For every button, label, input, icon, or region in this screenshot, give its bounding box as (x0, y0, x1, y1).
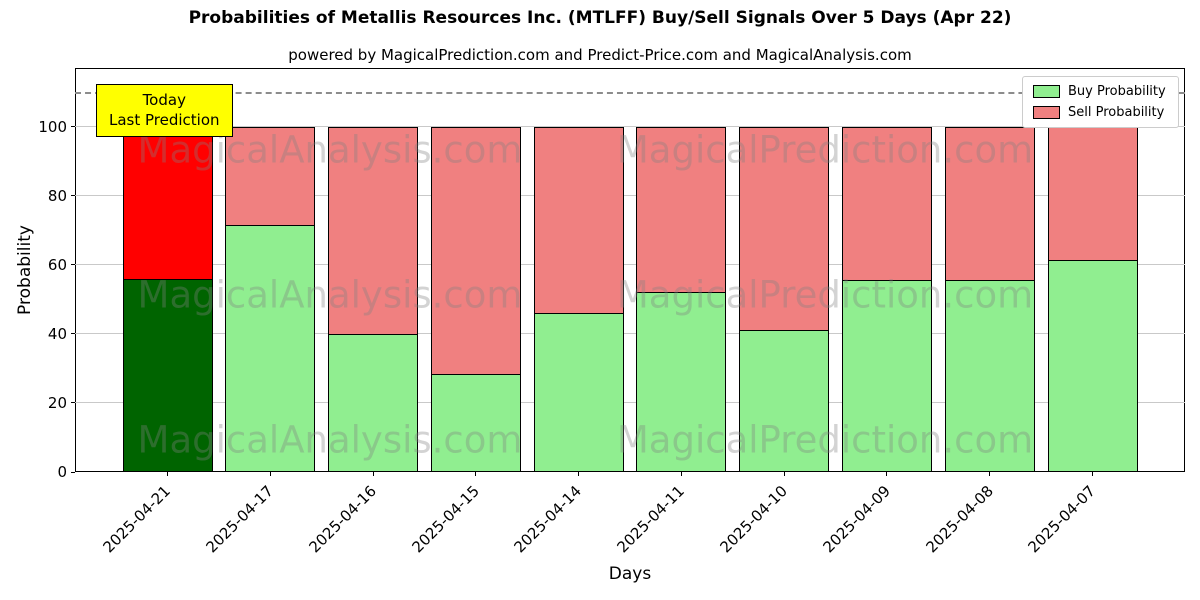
x-tick-label: 2025-04-14 (510, 482, 586, 557)
y-tick-mark (71, 195, 75, 197)
y-gridline (75, 264, 1185, 266)
watermark-text: MagicalPrediction.com (616, 128, 1034, 172)
y-tick-mark (71, 264, 75, 266)
x-tick-label: 2025-04-21 (99, 482, 175, 557)
bar-buy-segment (122, 278, 213, 472)
y-tick-label: 0 (57, 463, 67, 481)
bar-buy-segment (636, 292, 727, 472)
x-tick-mark (783, 472, 785, 476)
x-tick-mark (1092, 472, 1093, 476)
legend-swatch-buy (1033, 85, 1060, 98)
bar-sell-segment (430, 126, 521, 374)
legend-swatch-sell (1033, 106, 1060, 119)
chart-title: Probabilities of Metallis Resources Inc.… (188, 8, 1012, 28)
x-tick-label: 2025-04-17 (202, 482, 278, 557)
x-tick-mark (269, 472, 271, 476)
bar-buy-segment (739, 330, 830, 472)
bar-sell-segment (944, 126, 1035, 281)
y-tick-mark (71, 402, 75, 404)
y-gridline (75, 333, 1185, 335)
bar-buy-segment (944, 280, 1035, 472)
x-tick-label: 2025-04-07 (1024, 482, 1100, 557)
bar-sell-segment (225, 126, 316, 226)
watermark-text: MagicalPrediction.com (616, 273, 1034, 317)
y-tick-label: 100 (38, 117, 67, 136)
x-tick-label: 2025-04-08 (922, 482, 997, 557)
x-tick-mark (167, 472, 168, 476)
x-tick-mark (989, 472, 991, 476)
today-annotation: Today Last Prediction (96, 84, 233, 137)
x-tick-mark (886, 472, 888, 476)
bar-sell-segment (328, 126, 419, 334)
x-tick-label: 2025-04-10 (716, 482, 791, 557)
bar-sell-segment (1047, 126, 1138, 260)
y-tick-mark (71, 126, 75, 128)
bar-sell-segment (636, 126, 727, 293)
bar-sell-segment (841, 126, 932, 281)
x-tick-mark (680, 472, 682, 476)
bar-buy-segment (533, 313, 624, 472)
legend-label-sell: Sell Probability (1068, 105, 1165, 120)
y-gridline (75, 126, 1185, 128)
x-tick-mark (475, 472, 477, 476)
x-tick-mark (578, 472, 580, 476)
chart-subtitle: powered by MagicalPrediction.com and Pre… (288, 46, 912, 64)
legend-label-buy: Buy Probability (1068, 84, 1166, 99)
x-tick-mark (372, 472, 374, 476)
y-gridline (75, 195, 1185, 197)
bar-buy-segment (328, 333, 419, 472)
watermark-text: MagicalAnalysis.com (137, 418, 523, 462)
bar-sell-segment (533, 126, 624, 314)
y-tick-label: 40 (47, 324, 67, 343)
legend-item-sell: Sell Probability (1033, 105, 1168, 120)
legend: Buy Probability Sell Probability (1022, 76, 1179, 128)
watermark-text: MagicalPrediction.com (616, 418, 1034, 462)
annotation-line-2: Last Prediction (109, 111, 220, 130)
x-tick-label: 2025-04-09 (819, 482, 894, 557)
y-tick-label: 60 (47, 255, 67, 274)
y-tick-mark (71, 333, 75, 335)
bar-buy-segment (1047, 259, 1138, 472)
bar-buy-segment (225, 225, 316, 472)
bar-buy-segment (841, 280, 932, 472)
x-tick-label: 2025-04-15 (408, 482, 483, 557)
x-tick-label: 2025-04-16 (305, 482, 380, 557)
bar-buy-segment (430, 373, 521, 472)
y-gridline (75, 402, 1185, 404)
y-tick-label: 80 (47, 186, 67, 205)
bar-sell-segment (739, 126, 830, 331)
x-tick-label: 2025-04-11 (613, 482, 689, 557)
annotation-line-1: Today (142, 91, 186, 109)
legend-item-buy: Buy Probability (1033, 84, 1168, 99)
watermark-text: MagicalAnalysis.com (137, 273, 523, 317)
y-tick-label: 20 (47, 393, 67, 412)
x-axis-label: Days (608, 564, 652, 584)
y-tick-mark (71, 471, 75, 473)
threshold-dashed-line (75, 92, 1185, 95)
